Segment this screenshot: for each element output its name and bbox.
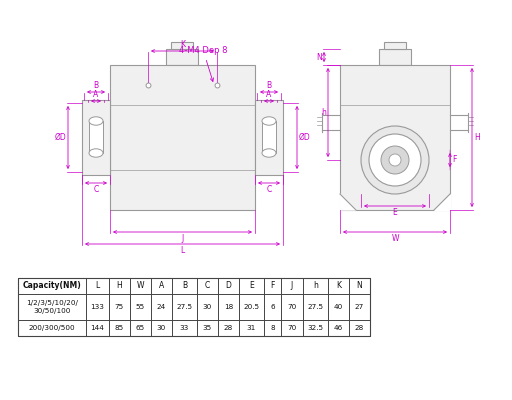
Bar (166, 49, 198, 65)
Text: A: A (159, 282, 164, 290)
Text: K: K (180, 40, 185, 49)
Text: 65: 65 (136, 325, 145, 331)
Bar (384, 42, 406, 49)
Text: H: H (117, 282, 122, 290)
Bar (18, 278, 370, 336)
Text: 35: 35 (203, 325, 212, 331)
Text: 4-M4 Dep 8: 4-M4 Dep 8 (179, 46, 227, 82)
Text: 28: 28 (355, 325, 364, 331)
Text: B: B (182, 282, 187, 290)
Text: F: F (452, 156, 456, 164)
Text: B: B (93, 81, 99, 90)
Polygon shape (340, 194, 356, 210)
Bar (171, 42, 193, 49)
Text: 20.5: 20.5 (243, 304, 260, 310)
Text: B: B (266, 81, 271, 90)
Bar (262, 121, 276, 153)
Text: 30: 30 (203, 304, 212, 310)
Text: 31: 31 (247, 325, 256, 331)
Text: 55: 55 (136, 304, 145, 310)
Text: 46: 46 (334, 325, 343, 331)
Text: h: h (321, 108, 326, 117)
Text: 133: 133 (91, 304, 104, 310)
Text: 27.5: 27.5 (307, 304, 324, 310)
Text: ØD: ØD (299, 133, 311, 142)
Ellipse shape (262, 149, 276, 157)
Ellipse shape (89, 117, 103, 125)
Text: 6: 6 (270, 304, 275, 310)
Text: 70: 70 (287, 304, 296, 310)
Ellipse shape (89, 149, 103, 157)
Bar (82, 100, 110, 175)
Bar (110, 65, 255, 210)
Text: 75: 75 (115, 304, 124, 310)
Text: 144: 144 (91, 325, 104, 331)
Text: 200/300/500: 200/300/500 (29, 325, 75, 331)
Text: A: A (93, 90, 99, 99)
Text: 27: 27 (355, 304, 364, 310)
Text: C: C (266, 185, 272, 194)
Text: 8: 8 (270, 325, 275, 331)
Polygon shape (434, 194, 450, 210)
Text: 28: 28 (224, 325, 233, 331)
Text: K: K (336, 282, 341, 290)
Text: 33: 33 (180, 325, 189, 331)
Text: 40: 40 (334, 304, 343, 310)
Ellipse shape (262, 117, 276, 125)
Text: N: N (316, 52, 322, 62)
Text: A: A (266, 90, 272, 99)
Text: H: H (474, 133, 480, 142)
Text: E: E (393, 208, 397, 217)
Text: L: L (180, 246, 185, 255)
Text: E: E (249, 282, 254, 290)
Text: F: F (270, 282, 274, 290)
Text: ØD: ØD (54, 133, 66, 142)
Circle shape (361, 126, 429, 194)
Text: W: W (391, 234, 399, 243)
Text: J: J (291, 282, 293, 290)
Text: 1/2/3/5/10/20/
30/50/100: 1/2/3/5/10/20/ 30/50/100 (26, 300, 78, 314)
Text: 18: 18 (224, 304, 233, 310)
Text: 70: 70 (287, 325, 296, 331)
Text: 85: 85 (115, 325, 124, 331)
Text: J: J (181, 234, 184, 243)
Text: h: h (313, 282, 318, 290)
Text: 27.5: 27.5 (177, 304, 193, 310)
Bar (379, 49, 411, 65)
Bar (89, 121, 103, 153)
Text: N: N (357, 282, 362, 290)
Circle shape (369, 134, 421, 186)
Text: D: D (226, 282, 231, 290)
Circle shape (389, 154, 401, 166)
Text: C: C (93, 185, 99, 194)
Text: 32.5: 32.5 (307, 325, 324, 331)
Bar (340, 65, 450, 210)
Text: L: L (95, 282, 100, 290)
Text: 30: 30 (157, 325, 166, 331)
Text: W: W (137, 282, 144, 290)
Text: 24: 24 (157, 304, 166, 310)
Bar (255, 100, 283, 175)
Text: Capacity(NM): Capacity(NM) (23, 282, 81, 290)
Circle shape (381, 146, 409, 174)
Text: C: C (205, 282, 210, 290)
